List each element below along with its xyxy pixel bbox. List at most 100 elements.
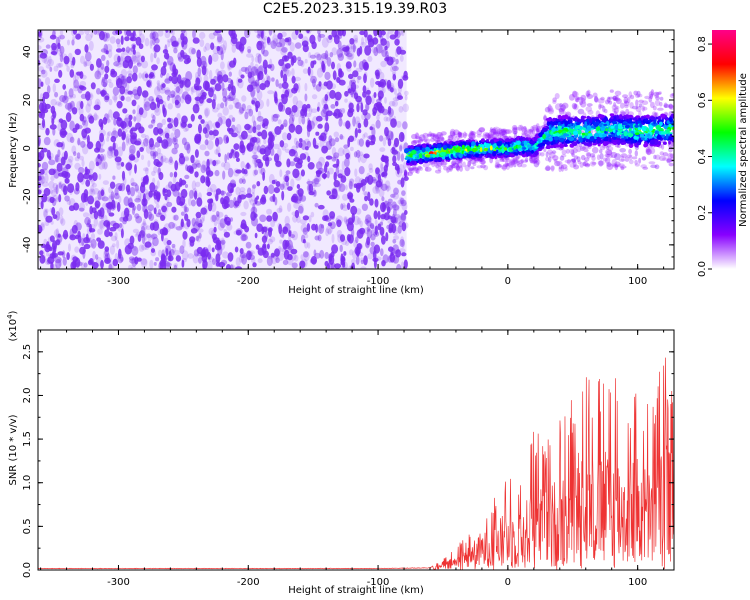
noise-blob [215, 159, 221, 165]
noise-blob [63, 55, 70, 65]
noise-blob [82, 248, 86, 259]
noise-blob [83, 262, 88, 268]
noise-blob [300, 169, 305, 177]
noise-blob [64, 195, 70, 202]
noise-blob [357, 154, 361, 163]
noise-blob [179, 245, 185, 255]
signal-core-blob [614, 124, 619, 130]
signal-halo-blob [608, 100, 613, 105]
noise-blob [147, 204, 155, 211]
noise-blob [355, 236, 359, 244]
noise-blob [69, 234, 77, 241]
noise-blob [266, 208, 273, 215]
signal-halo-blob [614, 90, 622, 96]
noise-blob [206, 170, 214, 177]
signal-core-blob [458, 153, 463, 159]
noise-blob [269, 130, 274, 139]
noise-blob [272, 34, 279, 45]
noise-blob [184, 78, 191, 88]
noise-blob [159, 87, 166, 94]
noise-blob [399, 54, 404, 62]
noise-blob [235, 123, 242, 134]
noise-blob [130, 90, 134, 98]
noise-blob [60, 156, 66, 166]
noise-blob [373, 210, 378, 220]
signal-halo-blob [628, 159, 634, 165]
noise-blob [254, 163, 258, 169]
signal-halo-blob [613, 102, 617, 108]
noise-blob [331, 187, 338, 195]
noise-blob [254, 63, 259, 74]
noise-blob [366, 217, 373, 224]
noise-blob [239, 248, 244, 255]
noise-blob [207, 198, 213, 204]
noise-blob [187, 253, 194, 259]
noise-blob [246, 162, 250, 169]
signal-halo-blob [591, 146, 599, 154]
noise-blob [204, 108, 209, 119]
noise-blob [372, 250, 377, 260]
noise-blob [177, 37, 181, 45]
signal-core-blob [560, 121, 564, 125]
noise-blob [350, 76, 356, 83]
noise-blob [359, 182, 364, 188]
noise-blob [42, 96, 45, 104]
noise-blob [173, 264, 178, 269]
noise-blob [174, 77, 181, 85]
noise-blob [295, 162, 303, 169]
noise-blob [336, 108, 343, 114]
noise-blob [120, 35, 124, 45]
noise-blob [104, 257, 111, 264]
noise-blob [64, 90, 68, 101]
signal-halo-blob [574, 97, 580, 102]
noise-blob [121, 47, 126, 53]
noise-blob [107, 78, 112, 83]
noise-blob [296, 100, 303, 109]
noise-blob [220, 237, 225, 246]
noise-blob [377, 173, 381, 183]
signal-core-blob [575, 122, 581, 126]
noise-blob [129, 186, 136, 197]
noise-blob [265, 157, 273, 162]
noise-blob [235, 257, 241, 267]
noise-blob [373, 102, 380, 111]
noise-blob [216, 46, 224, 56]
signal-core-blob [501, 148, 505, 154]
noise-blob [51, 42, 57, 51]
noise-blob [343, 144, 349, 149]
noise-blob [222, 40, 228, 51]
noise-blob [149, 32, 154, 40]
noise-blob [199, 144, 207, 151]
noise-blob [170, 90, 176, 98]
noise-blob [193, 190, 198, 200]
noise-blob [153, 207, 157, 215]
noise-blob [374, 219, 378, 226]
noise-blob [281, 190, 285, 201]
noise-blob [50, 98, 57, 106]
signal-core-blob [608, 137, 612, 142]
noise-blob [253, 143, 260, 151]
signal-core-blob [538, 139, 541, 144]
noise-blob [141, 244, 147, 251]
noise-blob [252, 184, 257, 189]
noise-blob [338, 117, 343, 127]
noise-blob [307, 162, 315, 170]
signal-core-blob [612, 120, 618, 125]
noise-blob [40, 223, 45, 228]
noise-blob [131, 56, 139, 63]
noise-blob [247, 187, 252, 196]
signal-core-blob [412, 155, 416, 160]
noise-blob [321, 173, 328, 179]
signal-core-blob [542, 127, 548, 132]
noise-blob [197, 223, 203, 228]
noise-blob [279, 104, 286, 112]
noise-blob [215, 188, 222, 195]
noise-blob [98, 173, 102, 180]
noise-blob [180, 95, 185, 104]
noise-blob [346, 65, 352, 72]
noise-blob [216, 36, 224, 44]
signal-core-blob [559, 137, 565, 142]
noise-blob [325, 161, 330, 168]
signal-core-blob [605, 128, 608, 132]
signal-core-blob [583, 142, 590, 146]
